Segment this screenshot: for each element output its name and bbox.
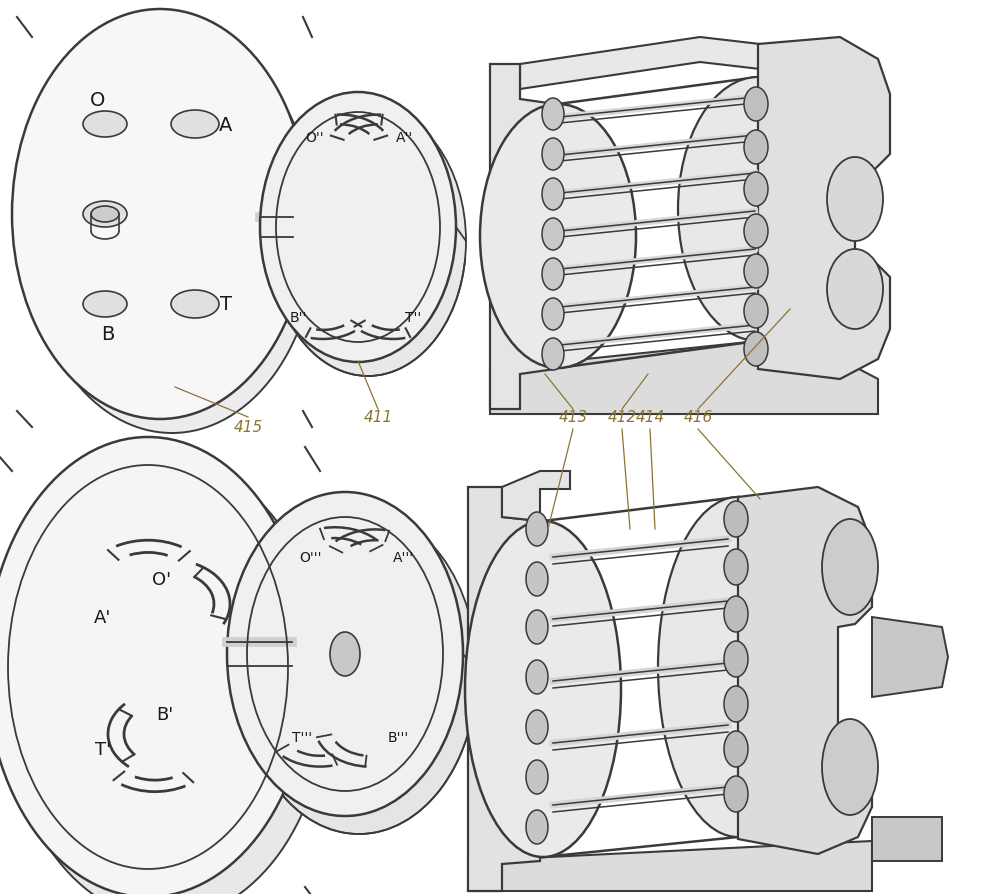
Ellipse shape [227, 493, 463, 816]
Ellipse shape [822, 519, 878, 615]
Ellipse shape [526, 661, 548, 695]
Ellipse shape [542, 299, 564, 331]
Ellipse shape [0, 437, 310, 894]
Ellipse shape [744, 333, 768, 367]
Polygon shape [872, 817, 942, 861]
Text: 412: 412 [607, 410, 637, 425]
Ellipse shape [658, 497, 818, 837]
Ellipse shape [12, 10, 308, 419]
Ellipse shape [83, 291, 127, 317]
Text: T'': T'' [405, 310, 421, 325]
Polygon shape [872, 618, 948, 697]
Ellipse shape [171, 111, 219, 139]
Text: O': O' [152, 570, 172, 588]
Ellipse shape [827, 249, 883, 330]
Ellipse shape [724, 502, 748, 537]
Ellipse shape [171, 291, 219, 318]
Ellipse shape [526, 611, 548, 645]
Ellipse shape [526, 710, 548, 744]
Ellipse shape [724, 596, 748, 632]
Ellipse shape [744, 131, 768, 164]
Polygon shape [468, 841, 872, 891]
Text: A': A' [94, 608, 112, 627]
Ellipse shape [542, 139, 564, 171]
Ellipse shape [542, 99, 564, 131]
Polygon shape [468, 487, 540, 891]
Polygon shape [520, 38, 760, 90]
Ellipse shape [83, 202, 127, 228]
Text: B: B [101, 325, 115, 344]
Ellipse shape [724, 731, 748, 767]
Ellipse shape [744, 173, 768, 207]
Ellipse shape [465, 521, 621, 857]
Polygon shape [758, 38, 890, 380]
Ellipse shape [724, 687, 748, 722]
Ellipse shape [724, 550, 748, 586]
Ellipse shape [744, 88, 768, 122]
Text: 414: 414 [635, 410, 665, 425]
Text: A: A [219, 115, 233, 134]
Text: 416: 416 [683, 410, 713, 425]
Ellipse shape [744, 215, 768, 249]
Text: B': B' [156, 705, 174, 723]
Ellipse shape [724, 776, 748, 812]
Polygon shape [490, 65, 555, 409]
Text: T: T [220, 295, 232, 314]
Ellipse shape [827, 158, 883, 241]
Ellipse shape [542, 258, 564, 291]
Text: T''': T''' [292, 730, 312, 744]
Ellipse shape [744, 255, 768, 289]
Text: O'': O'' [306, 131, 324, 145]
Polygon shape [738, 487, 872, 854]
Ellipse shape [91, 207, 119, 223]
Text: O: O [90, 90, 106, 109]
Polygon shape [502, 471, 570, 521]
Text: O''': O''' [299, 551, 321, 564]
Ellipse shape [744, 295, 768, 329]
Ellipse shape [526, 810, 548, 844]
Ellipse shape [542, 179, 564, 211]
Ellipse shape [526, 760, 548, 794]
Text: A''': A''' [392, 551, 414, 564]
Text: B''': B''' [387, 730, 409, 744]
Ellipse shape [4, 460, 328, 894]
Ellipse shape [330, 632, 360, 676]
Ellipse shape [724, 641, 748, 678]
Text: A'': A'' [396, 131, 414, 145]
Ellipse shape [241, 510, 477, 834]
Text: T': T' [95, 740, 111, 758]
Ellipse shape [542, 339, 564, 371]
Text: 413: 413 [558, 410, 588, 425]
Ellipse shape [822, 719, 878, 815]
Ellipse shape [678, 78, 838, 342]
Text: 411: 411 [363, 410, 393, 425]
Ellipse shape [542, 219, 564, 250]
Polygon shape [490, 342, 878, 415]
Text: 415: 415 [233, 420, 263, 435]
Ellipse shape [480, 105, 636, 368]
Ellipse shape [27, 32, 317, 434]
Ellipse shape [526, 512, 548, 546]
Ellipse shape [83, 112, 127, 138]
Text: B'': B'' [289, 310, 307, 325]
Ellipse shape [260, 93, 456, 363]
Ellipse shape [526, 562, 548, 596]
Ellipse shape [270, 107, 466, 376]
